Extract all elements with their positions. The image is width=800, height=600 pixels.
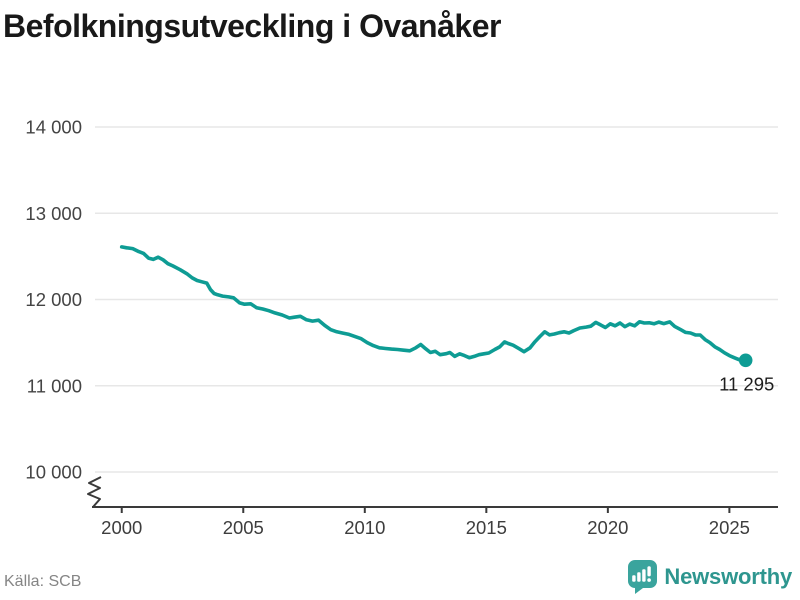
chart-title: Befolkningsutveckling i Ovanåker	[3, 8, 501, 44]
y-axis-tick-label: 10 000	[25, 462, 82, 483]
last-value-dot	[738, 353, 753, 368]
x-axis-tick-label: 2025	[709, 517, 750, 538]
axis-break-icon	[87, 476, 102, 508]
x-axis-tick-label: 2020	[587, 517, 628, 538]
population-series-line	[119, 245, 748, 363]
newsworthy-logo[interactable]: Newsworthy	[626, 560, 792, 594]
last-value-label: 11 295	[719, 373, 774, 394]
x-axis-tick-label: 2010	[344, 517, 385, 538]
y-axis-tick-label: 12 000	[25, 289, 82, 310]
y-axis-tick-label: 14 000	[25, 117, 82, 138]
population-line-chart: 10 000 11 000 12 000 13 000 14 000 2000 2005 20…	[25, 117, 778, 538]
newsworthy-bubble-chart-icon	[628, 560, 658, 594]
newsworthy-wordmark: Newsworthy	[664, 564, 792, 589]
x-axis-tick-label: 2005	[223, 517, 264, 538]
source-note: Källa: SCB	[4, 573, 82, 590]
x-axis-tick-label: 2000	[101, 517, 142, 538]
y-axis-tick-label: 11 000	[27, 375, 82, 396]
x-axis-tick-label: 2015	[466, 517, 507, 538]
y-axis-tick-label: 13 000	[25, 203, 82, 224]
